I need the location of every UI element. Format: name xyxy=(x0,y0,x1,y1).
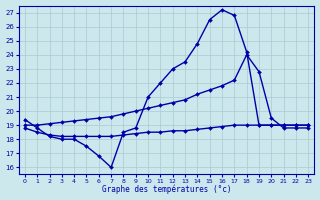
X-axis label: Graphe des températures (°c): Graphe des températures (°c) xyxy=(102,185,231,194)
